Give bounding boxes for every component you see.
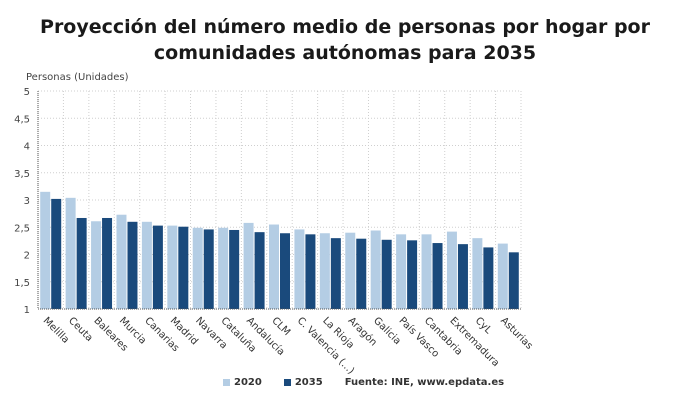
bar-2020 [472, 238, 483, 309]
bar-2035 [508, 252, 519, 309]
bar-2020 [446, 231, 457, 309]
y-tick-label: 3 [24, 196, 30, 207]
bar-2020 [218, 227, 229, 309]
bar-2035 [330, 238, 341, 309]
bar-2035 [203, 229, 214, 309]
bar-2035 [178, 226, 189, 309]
bar-2035 [254, 232, 265, 309]
y-axis-label: Personas (Unidades) [26, 72, 129, 83]
bar-2020 [243, 222, 254, 309]
bar-2035 [483, 247, 494, 309]
bar-2035 [305, 234, 316, 309]
y-tick-label: 4,5 [14, 114, 30, 125]
bar-2035 [407, 240, 418, 309]
bar-2020 [370, 230, 381, 309]
bar-2020 [65, 197, 76, 309]
bar-2035 [51, 198, 62, 309]
bar-2035 [457, 244, 468, 309]
bar-2035 [280, 233, 290, 309]
bar-2035 [381, 239, 392, 309]
bar-2035 [127, 221, 138, 309]
chart-title: Proyección del número medio de personas … [40, 16, 650, 64]
bar-2020 [116, 214, 127, 309]
bar-2020 [40, 191, 51, 309]
bar-2020 [269, 224, 279, 309]
y-tick-label: 2 [24, 251, 30, 262]
bar-2020 [192, 227, 203, 309]
bar-2035 [152, 225, 163, 309]
x-tick-label: Melilla [41, 315, 71, 345]
bar-2020 [396, 234, 407, 309]
bar-2035 [76, 217, 87, 309]
y-tick-label: 4 [24, 142, 30, 153]
y-tick-label: 3,5 [14, 169, 30, 180]
bar-2020 [497, 243, 508, 309]
x-tick-label: Ceuta [66, 315, 95, 344]
bar-2020 [141, 221, 152, 309]
y-tick-label: 2,5 [14, 223, 30, 234]
legend-swatch [223, 379, 230, 386]
legend: 2020 2035 Fuente: INE, www.epdata.es [223, 377, 504, 388]
bar-2020 [91, 221, 102, 309]
x-tick-label: Asturias [498, 315, 534, 351]
y-tick-label: 1 [24, 305, 30, 316]
bar-2035 [229, 229, 240, 309]
source-note: Fuente: INE, www.epdata.es [344, 377, 505, 388]
bar-2020 [345, 232, 356, 309]
bar-2020 [167, 225, 178, 309]
x-tick-label: CyL [473, 315, 494, 336]
y-tick-label: 5 [24, 87, 30, 98]
bar-2035 [356, 238, 367, 309]
bar-2020 [319, 233, 330, 309]
bar-2035 [432, 243, 443, 309]
x-tick-label: CLM [269, 315, 292, 338]
y-tick-label: 1,5 [14, 278, 30, 289]
bar-2020 [294, 229, 305, 309]
legend-swatch [283, 379, 291, 386]
legend-item-2020: 2020 [223, 377, 262, 388]
legend-label: 2035 [294, 377, 323, 388]
legend-item-2035: 2035 [283, 377, 323, 388]
bar-2035 [102, 217, 113, 309]
legend-label: 2020 [234, 377, 262, 388]
bar-2020 [421, 234, 432, 309]
